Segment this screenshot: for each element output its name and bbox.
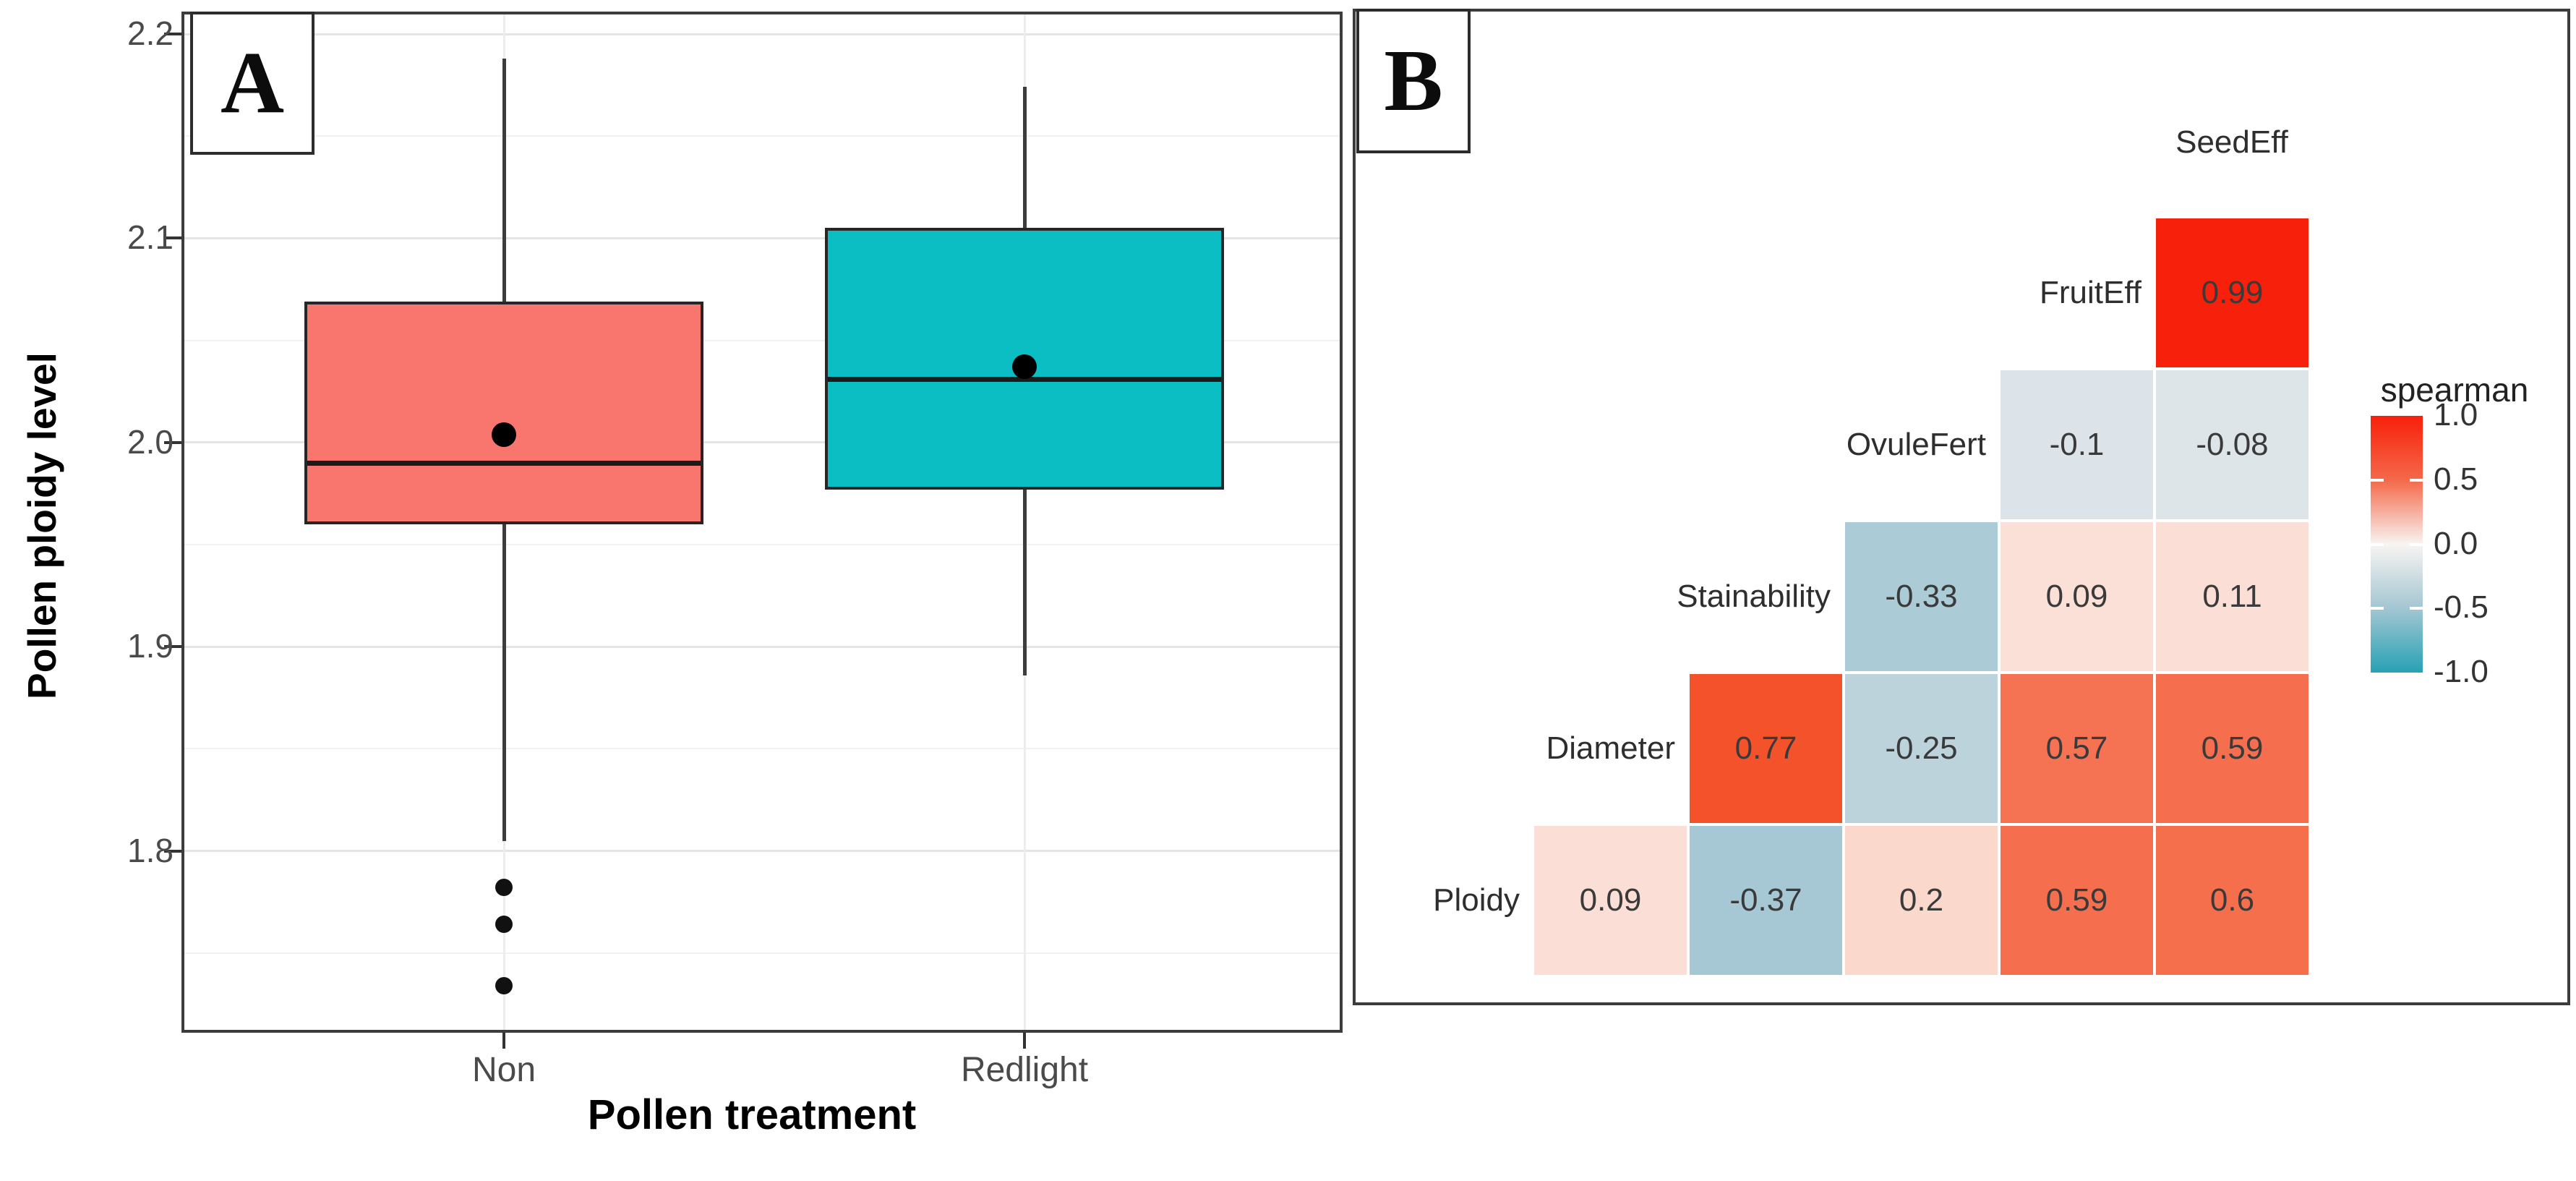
heatmap-top-label-seedeff: SeedEff	[2175, 124, 2288, 160]
heatmap-cell: 0.99	[2156, 218, 2308, 367]
legend-tick-label: -1.0	[2434, 654, 2489, 689]
gridline-major	[184, 236, 1340, 239]
heatmap-row-label: FruitEff	[2039, 275, 2141, 310]
heatmap-row-label: Ploidy	[1433, 882, 1520, 918]
panel-a-letter: A	[220, 34, 285, 132]
heatmap-row-label: OvuleFert	[1846, 427, 1986, 462]
panel-a-frame	[181, 12, 1343, 1033]
legend-tick-label: -0.5	[2434, 589, 2489, 626]
outlier-dot	[495, 977, 513, 995]
heatmap-cell: 0.59	[2001, 826, 2153, 975]
legend-tick-label: 0.5	[2434, 461, 2478, 497]
whisker-lower	[1022, 489, 1027, 675]
gridline-major	[184, 33, 1340, 35]
y-tick-label: 2.2	[127, 14, 174, 53]
panel-b-frame	[1353, 9, 2570, 1005]
y-tick-mark	[164, 236, 181, 240]
x-tick-mark	[502, 1033, 505, 1049]
heatmap-row-label: Stainability	[1677, 579, 1831, 614]
gridline-major	[184, 645, 1340, 648]
heatmap-row-label: Diameter	[1546, 730, 1676, 766]
heatmap-cell: -0.37	[1690, 826, 1842, 975]
whisker-lower	[502, 524, 506, 841]
legend-tick-label: 1.0	[2434, 397, 2478, 432]
mean-dot	[1012, 354, 1037, 380]
y-tick-mark	[164, 645, 181, 649]
y-tick-label: 1.8	[127, 831, 174, 869]
gridline-minor	[184, 748, 1340, 750]
legend-tick-dash	[2410, 542, 2423, 546]
y-tick-label: 1.9	[127, 627, 174, 665]
outlier-dot	[495, 879, 513, 897]
heatmap-cell: 0.57	[2001, 674, 2153, 823]
median-line	[828, 376, 1221, 382]
gridline-major	[184, 441, 1340, 444]
x-tick-label: Non	[471, 1051, 536, 1089]
legend-tick-dash	[2410, 478, 2423, 482]
whisker-upper	[502, 58, 506, 302]
heatmap-cell: 0.2	[1845, 826, 1998, 975]
heatmap-cell: -0.33	[1845, 522, 1998, 671]
panel-b-letter: B	[1384, 32, 1443, 129]
gridline-minor	[184, 135, 1340, 137]
heatmap-cell: -0.08	[2156, 370, 2308, 519]
y-tick-mark	[164, 33, 181, 36]
y-axis-title: Pollen ploidy level	[20, 352, 64, 699]
y-tick-label: 2.0	[127, 422, 174, 461]
y-tick-label: 2.1	[127, 218, 174, 257]
legend-tick-label: 0.0	[2434, 525, 2478, 561]
median-line	[307, 460, 701, 466]
gridline-minor	[184, 952, 1340, 954]
heatmap-cell: 0.09	[2001, 522, 2153, 671]
heatmap-cell: 0.77	[1690, 674, 1842, 823]
heatmap-cell: 0.11	[2156, 522, 2308, 671]
heatmap-cell: 0.6	[2156, 826, 2308, 975]
mean-dot	[492, 422, 516, 447]
heatmap-cell: 0.59	[2156, 674, 2308, 823]
legend-title: spearman	[2380, 371, 2529, 409]
panel-a-label-box: A	[190, 12, 314, 155]
box-non	[304, 302, 703, 524]
legend-tick-dash	[2371, 478, 2384, 482]
y-tick-mark	[164, 849, 181, 853]
whisker-upper	[1022, 87, 1027, 229]
legend-tick-dash	[2371, 607, 2384, 610]
panel-b-label-box: B	[1356, 9, 1471, 153]
heatmap-cell: -0.1	[2001, 370, 2153, 519]
gridline-major	[184, 850, 1340, 853]
gridline-minor	[184, 339, 1340, 341]
heatmap-cell: -0.25	[1845, 674, 1998, 823]
gridline-minor	[184, 544, 1340, 546]
x-tick-mark	[1023, 1033, 1026, 1049]
y-tick-mark	[164, 440, 181, 444]
x-axis-title: Pollen treatment	[587, 1091, 917, 1138]
x-tick-label: Redlight	[960, 1051, 1089, 1089]
legend-tick-dash	[2371, 542, 2384, 546]
legend-tick-dash	[2410, 607, 2423, 610]
heatmap-cell: 0.09	[1534, 826, 1687, 975]
outlier-dot	[495, 916, 513, 934]
